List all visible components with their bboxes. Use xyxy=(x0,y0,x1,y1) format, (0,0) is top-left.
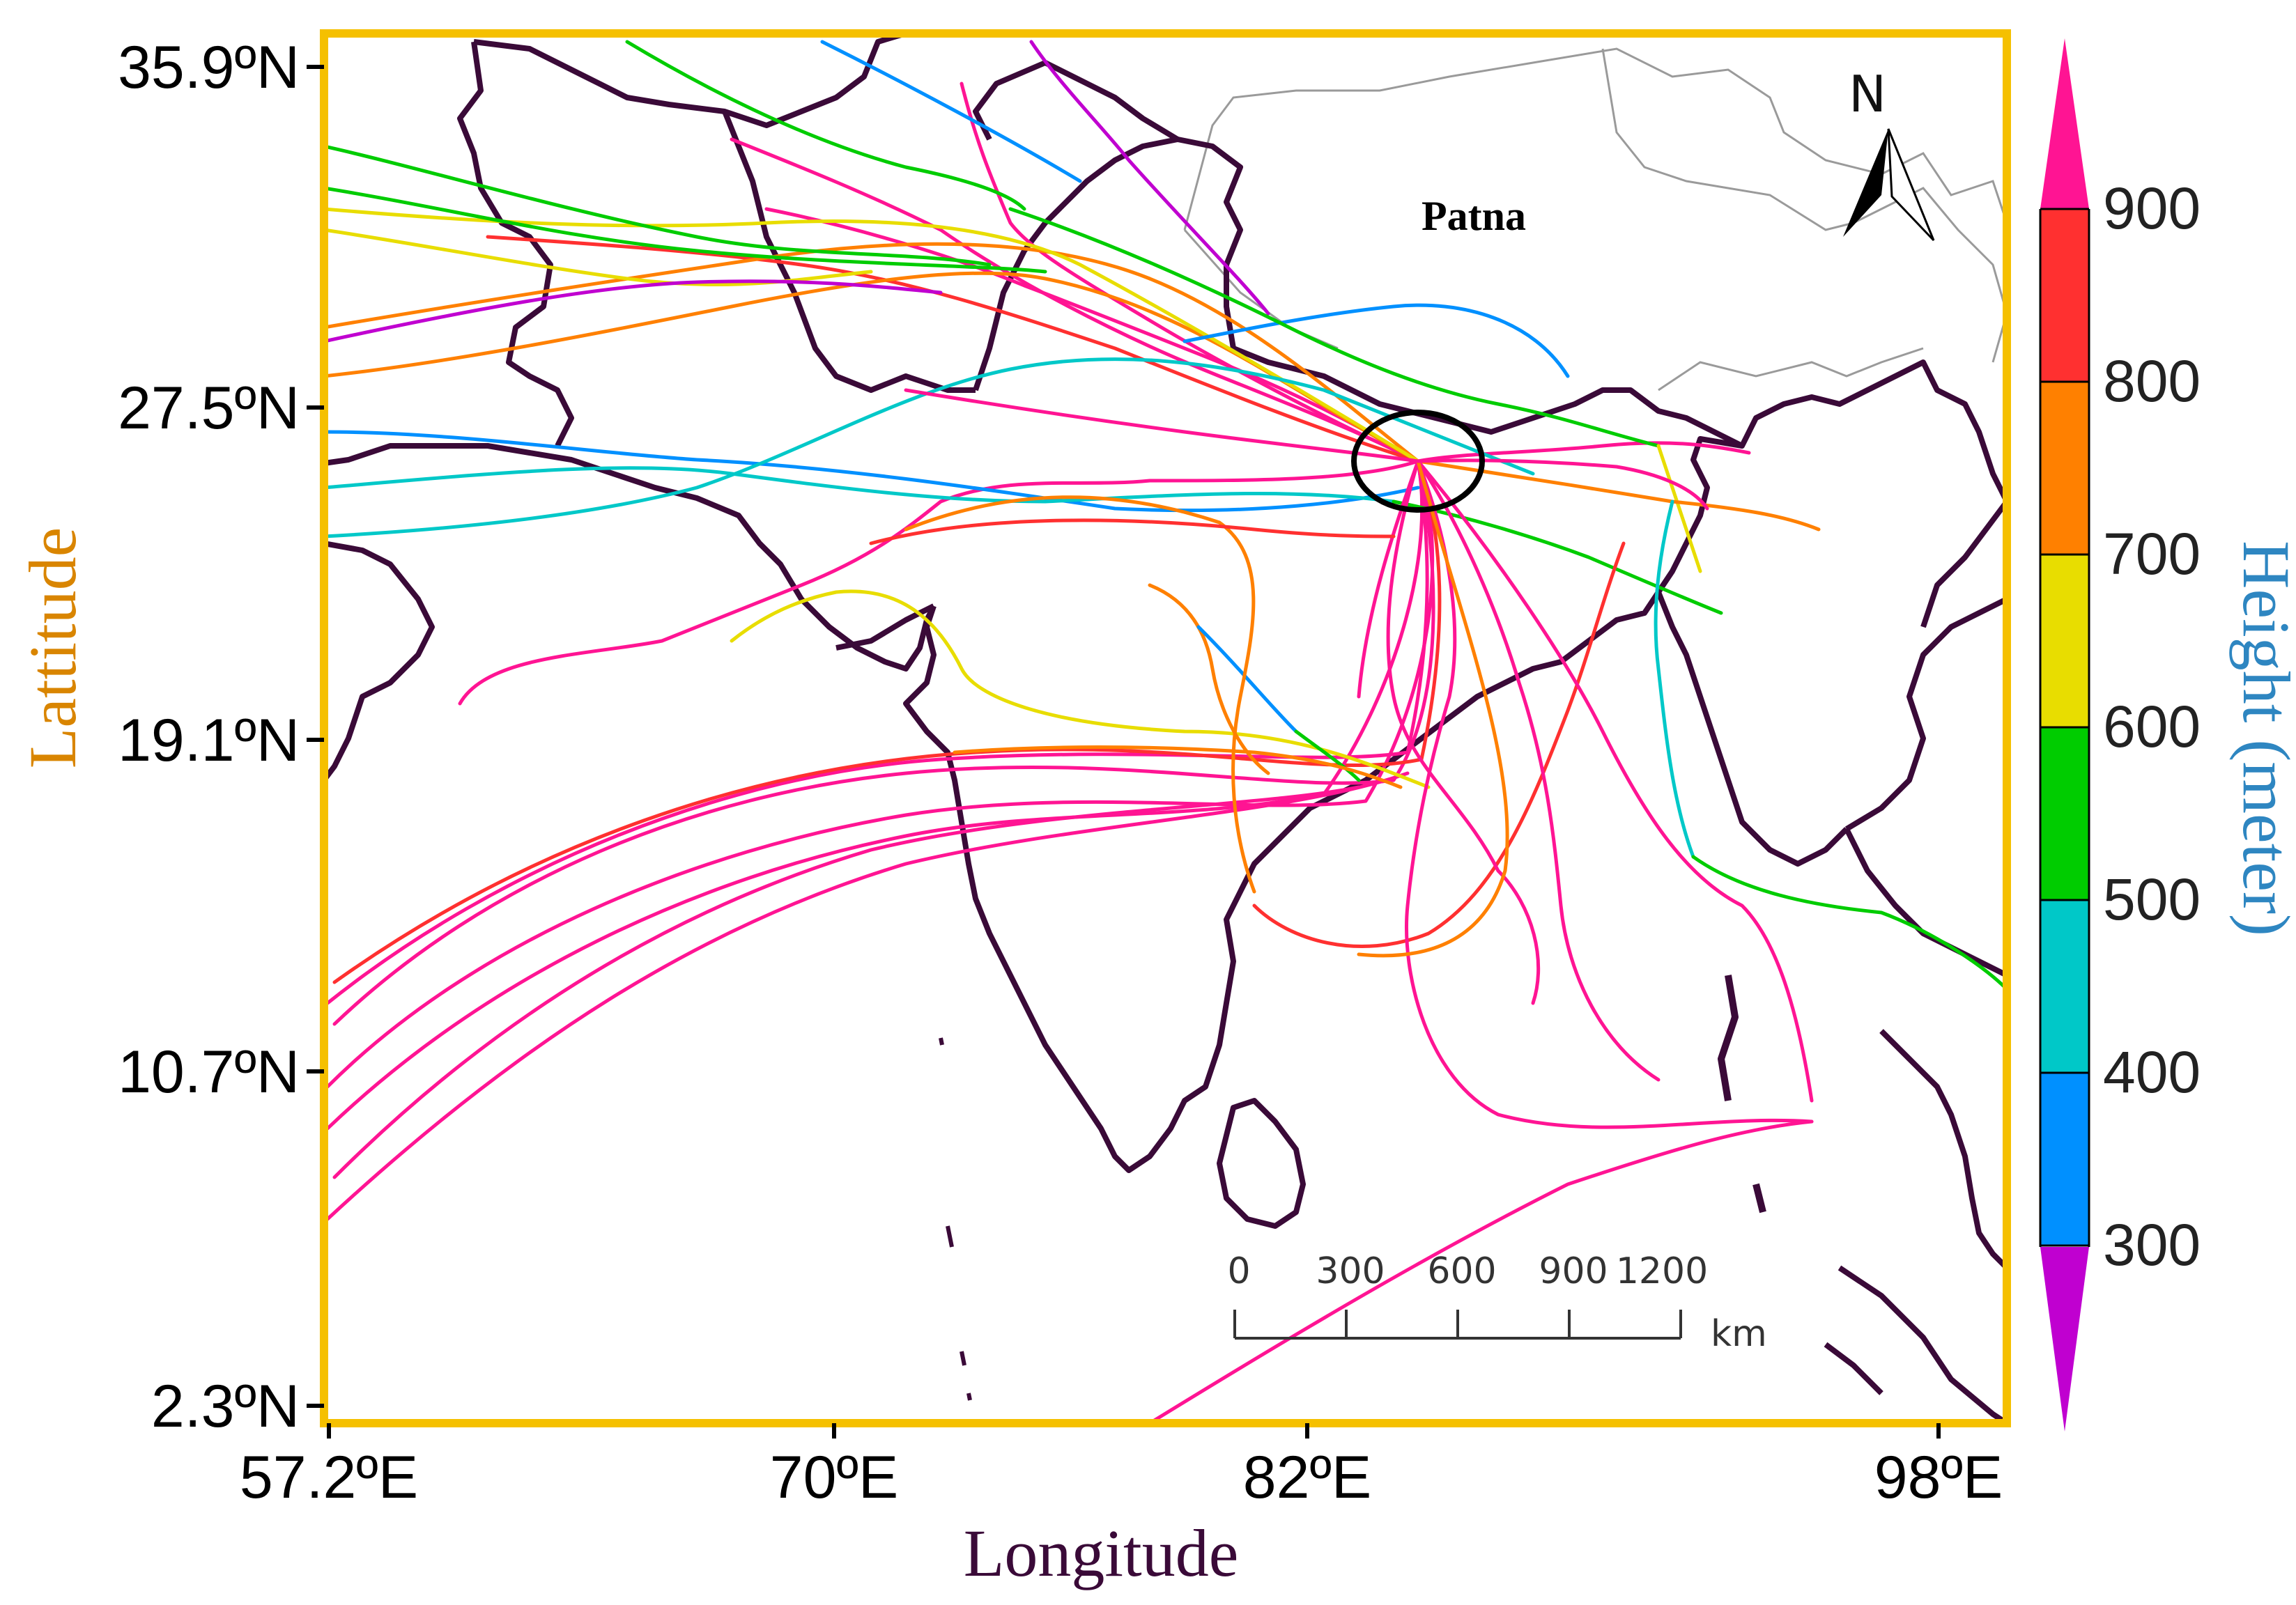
trajectory-line xyxy=(625,40,1026,211)
trajectory-line xyxy=(960,82,1420,463)
x-axis: 57.2ºE 70ºE 82ºE 98ºE Longitude xyxy=(240,1423,2003,1590)
trajectory-line xyxy=(324,466,1396,504)
place-label-patna: Patna xyxy=(1421,193,1526,239)
trajectory-line xyxy=(764,207,1420,463)
trajectory-line xyxy=(730,137,1420,463)
colorbar: 900 800 700 600 500 400 300 Height (mete… xyxy=(2039,38,2296,1432)
trajectory-line xyxy=(1656,444,1702,573)
trajectory-line xyxy=(1148,583,1270,775)
trajectory-line xyxy=(1416,459,1821,532)
trajectory-line xyxy=(953,745,1403,789)
trajectory-line xyxy=(1029,40,1270,316)
trajectory-line xyxy=(324,144,992,267)
scale-label-1200: 1200 xyxy=(1616,1250,1708,1292)
x-tick-57.2: 57.2ºE xyxy=(240,1444,418,1511)
trajectory-line xyxy=(458,459,1420,706)
trajectory-line xyxy=(324,357,1535,538)
scale-label-300: 300 xyxy=(1316,1250,1385,1292)
trajectory-line xyxy=(324,207,1420,463)
trajectory-line xyxy=(1416,441,1751,463)
colorbar-segment xyxy=(2040,727,2089,900)
colorbar-label-300: 300 xyxy=(2103,1212,2201,1278)
colorbar-label-900: 900 xyxy=(2103,176,2201,241)
trajectory-line xyxy=(324,228,873,287)
colorbar-label-500: 500 xyxy=(2103,867,2201,932)
trajectory-line xyxy=(1182,303,1570,378)
trajectory-line xyxy=(1416,459,1814,1103)
trajectory-line xyxy=(325,459,1429,1005)
scale-label-0: 0 xyxy=(1227,1250,1250,1292)
x-tick-70: 70ºE xyxy=(770,1444,898,1511)
scale-label-900: 900 xyxy=(1539,1250,1608,1292)
y-tick-35.9: 35.9ºN xyxy=(118,34,300,101)
trajectory-line xyxy=(332,459,1442,984)
map-area: Patna N 0 300 600 900 1200 km xyxy=(320,29,2011,1427)
x-tick-82: 82ºE xyxy=(1243,1444,1371,1511)
y-tick-10.7: 10.7ºN xyxy=(118,1039,300,1106)
trajectory-line xyxy=(904,495,1256,894)
x-axis-title: Longitude xyxy=(964,1516,1239,1590)
colorbar-label-800: 800 xyxy=(2103,348,2201,414)
trajectory-line xyxy=(1196,625,1298,734)
trajectory-line xyxy=(1405,459,1814,1129)
trajectory-line xyxy=(1392,499,1723,615)
colorbar-top-arrow xyxy=(2040,38,2089,209)
scale-bar: 0 300 600 900 1200 km xyxy=(1227,1250,1766,1355)
trajectory-line xyxy=(1294,729,1361,782)
trajectory-line xyxy=(869,518,1396,545)
trajectory-line xyxy=(325,459,1435,1089)
scale-unit: km xyxy=(1711,1313,1767,1355)
coastlines xyxy=(324,33,2007,1423)
trajectory-line xyxy=(486,235,1420,463)
trajectory-line xyxy=(1691,855,2007,991)
scale-label-600: 600 xyxy=(1427,1250,1496,1292)
colorbar-segment xyxy=(2040,900,2089,1073)
y-axis: 35.9ºN 27.5ºN 19.1ºN 10.7ºN 2.3ºN Lattit… xyxy=(15,34,324,1440)
colorbar-segment xyxy=(2040,209,2089,382)
trajectory-line xyxy=(1416,459,1661,1082)
trajectory-line xyxy=(1148,1119,1814,1423)
colorbar-label-700: 700 xyxy=(2103,521,2201,587)
trajectory-line xyxy=(730,589,1431,789)
trajectory-line xyxy=(1386,459,1541,1005)
map-frame xyxy=(320,29,2011,1427)
y-tick-2.3: 2.3ºN xyxy=(151,1373,300,1440)
y-axis-title: Lattitude xyxy=(15,527,90,769)
trajectory-line xyxy=(1416,458,1709,511)
trajectory-line xyxy=(324,430,1420,513)
trajectory-line xyxy=(1357,459,1420,699)
colorbar-bottom-arrow xyxy=(2040,1247,2089,1432)
colorbar-label-400: 400 xyxy=(2103,1039,2201,1105)
north-label: N xyxy=(1849,65,1886,123)
y-tick-27.5: 27.5ºN xyxy=(118,375,300,442)
x-tick-98: 98ºE xyxy=(1874,1444,2003,1511)
trajectory-line xyxy=(1008,207,1661,448)
colorbar-segment xyxy=(2040,1073,2089,1246)
colorbar-segment xyxy=(2040,382,2089,555)
y-tick-19.1: 19.1ºN xyxy=(118,707,300,774)
trajectory-line xyxy=(325,771,1410,1221)
trajectory-line xyxy=(1654,499,1695,859)
back-trajectories xyxy=(324,40,2007,1423)
trajectory-line xyxy=(1357,459,1509,958)
trajectory-line xyxy=(332,785,1361,1179)
colorbar-title: Height (meter) xyxy=(2229,541,2296,936)
colorbar-segment xyxy=(2040,555,2089,727)
trajectory-line xyxy=(324,186,1047,274)
trajectory-line xyxy=(332,459,1435,1026)
trajectory-line xyxy=(324,242,1420,463)
trajectory-line xyxy=(820,40,1082,183)
trajectory-line xyxy=(324,279,943,343)
colorbar-label-600: 600 xyxy=(2103,694,2201,759)
north-arrow-icon: N xyxy=(1843,65,1935,242)
patna-receptor-circle xyxy=(1351,410,1485,513)
